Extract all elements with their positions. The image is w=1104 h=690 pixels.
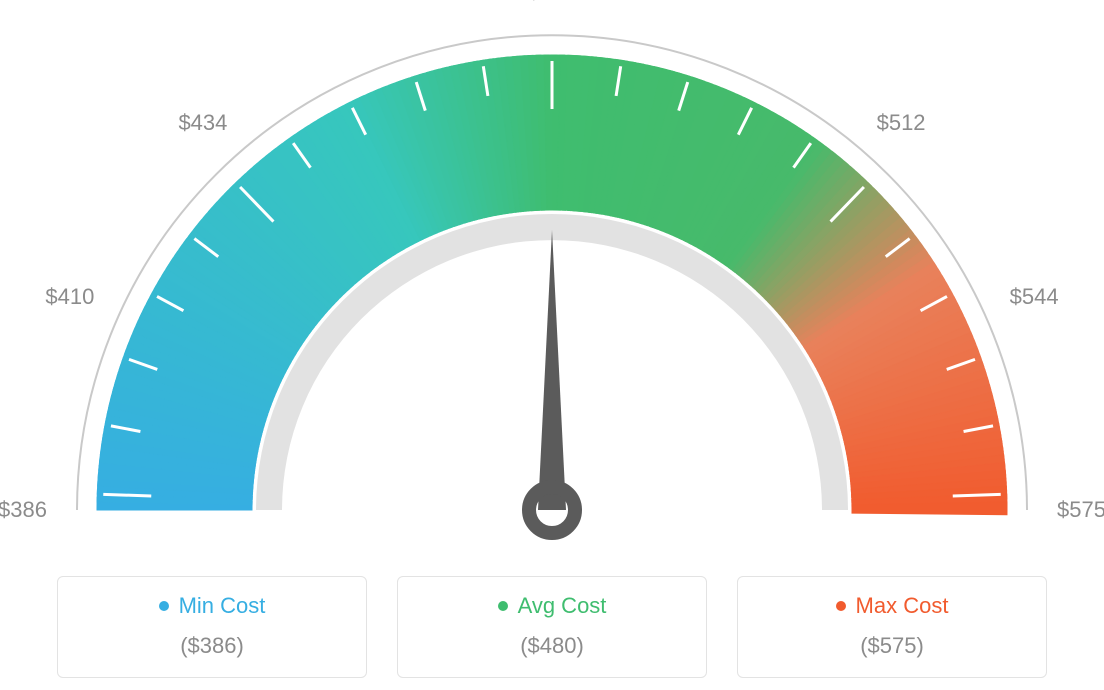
legend-card-min: Min Cost ($386) [57, 576, 367, 678]
legend-value-max: ($575) [738, 633, 1046, 659]
legend-dot-max [836, 601, 846, 611]
gauge-tick-label: $512 [877, 110, 926, 136]
legend-label-avg: Avg Cost [518, 593, 607, 619]
gauge-tick-label: $410 [45, 284, 94, 310]
legend-row: Min Cost ($386) Avg Cost ($480) Max Cost… [0, 576, 1104, 678]
legend-dot-avg [498, 601, 508, 611]
legend-value-min: ($386) [58, 633, 366, 659]
legend-title-min: Min Cost [159, 593, 266, 619]
gauge-tick-label: $386 [0, 497, 47, 523]
legend-label-max: Max Cost [856, 593, 949, 619]
legend-label-min: Min Cost [179, 593, 266, 619]
legend-title-max: Max Cost [836, 593, 949, 619]
legend-value-avg: ($480) [398, 633, 706, 659]
gauge-svg [0, 0, 1104, 560]
legend-card-max: Max Cost ($575) [737, 576, 1047, 678]
legend-card-avg: Avg Cost ($480) [397, 576, 707, 678]
legend-title-avg: Avg Cost [498, 593, 607, 619]
gauge-tick-label: $575 [1057, 497, 1104, 523]
gauge-chart: $386 $410 $434 $480 $512 $544 $575 [0, 0, 1104, 560]
gauge-tick-label: $544 [1010, 284, 1059, 310]
gauge-tick-label: $434 [178, 110, 227, 136]
gauge-tick-label: $480 [528, 0, 577, 5]
legend-dot-min [159, 601, 169, 611]
